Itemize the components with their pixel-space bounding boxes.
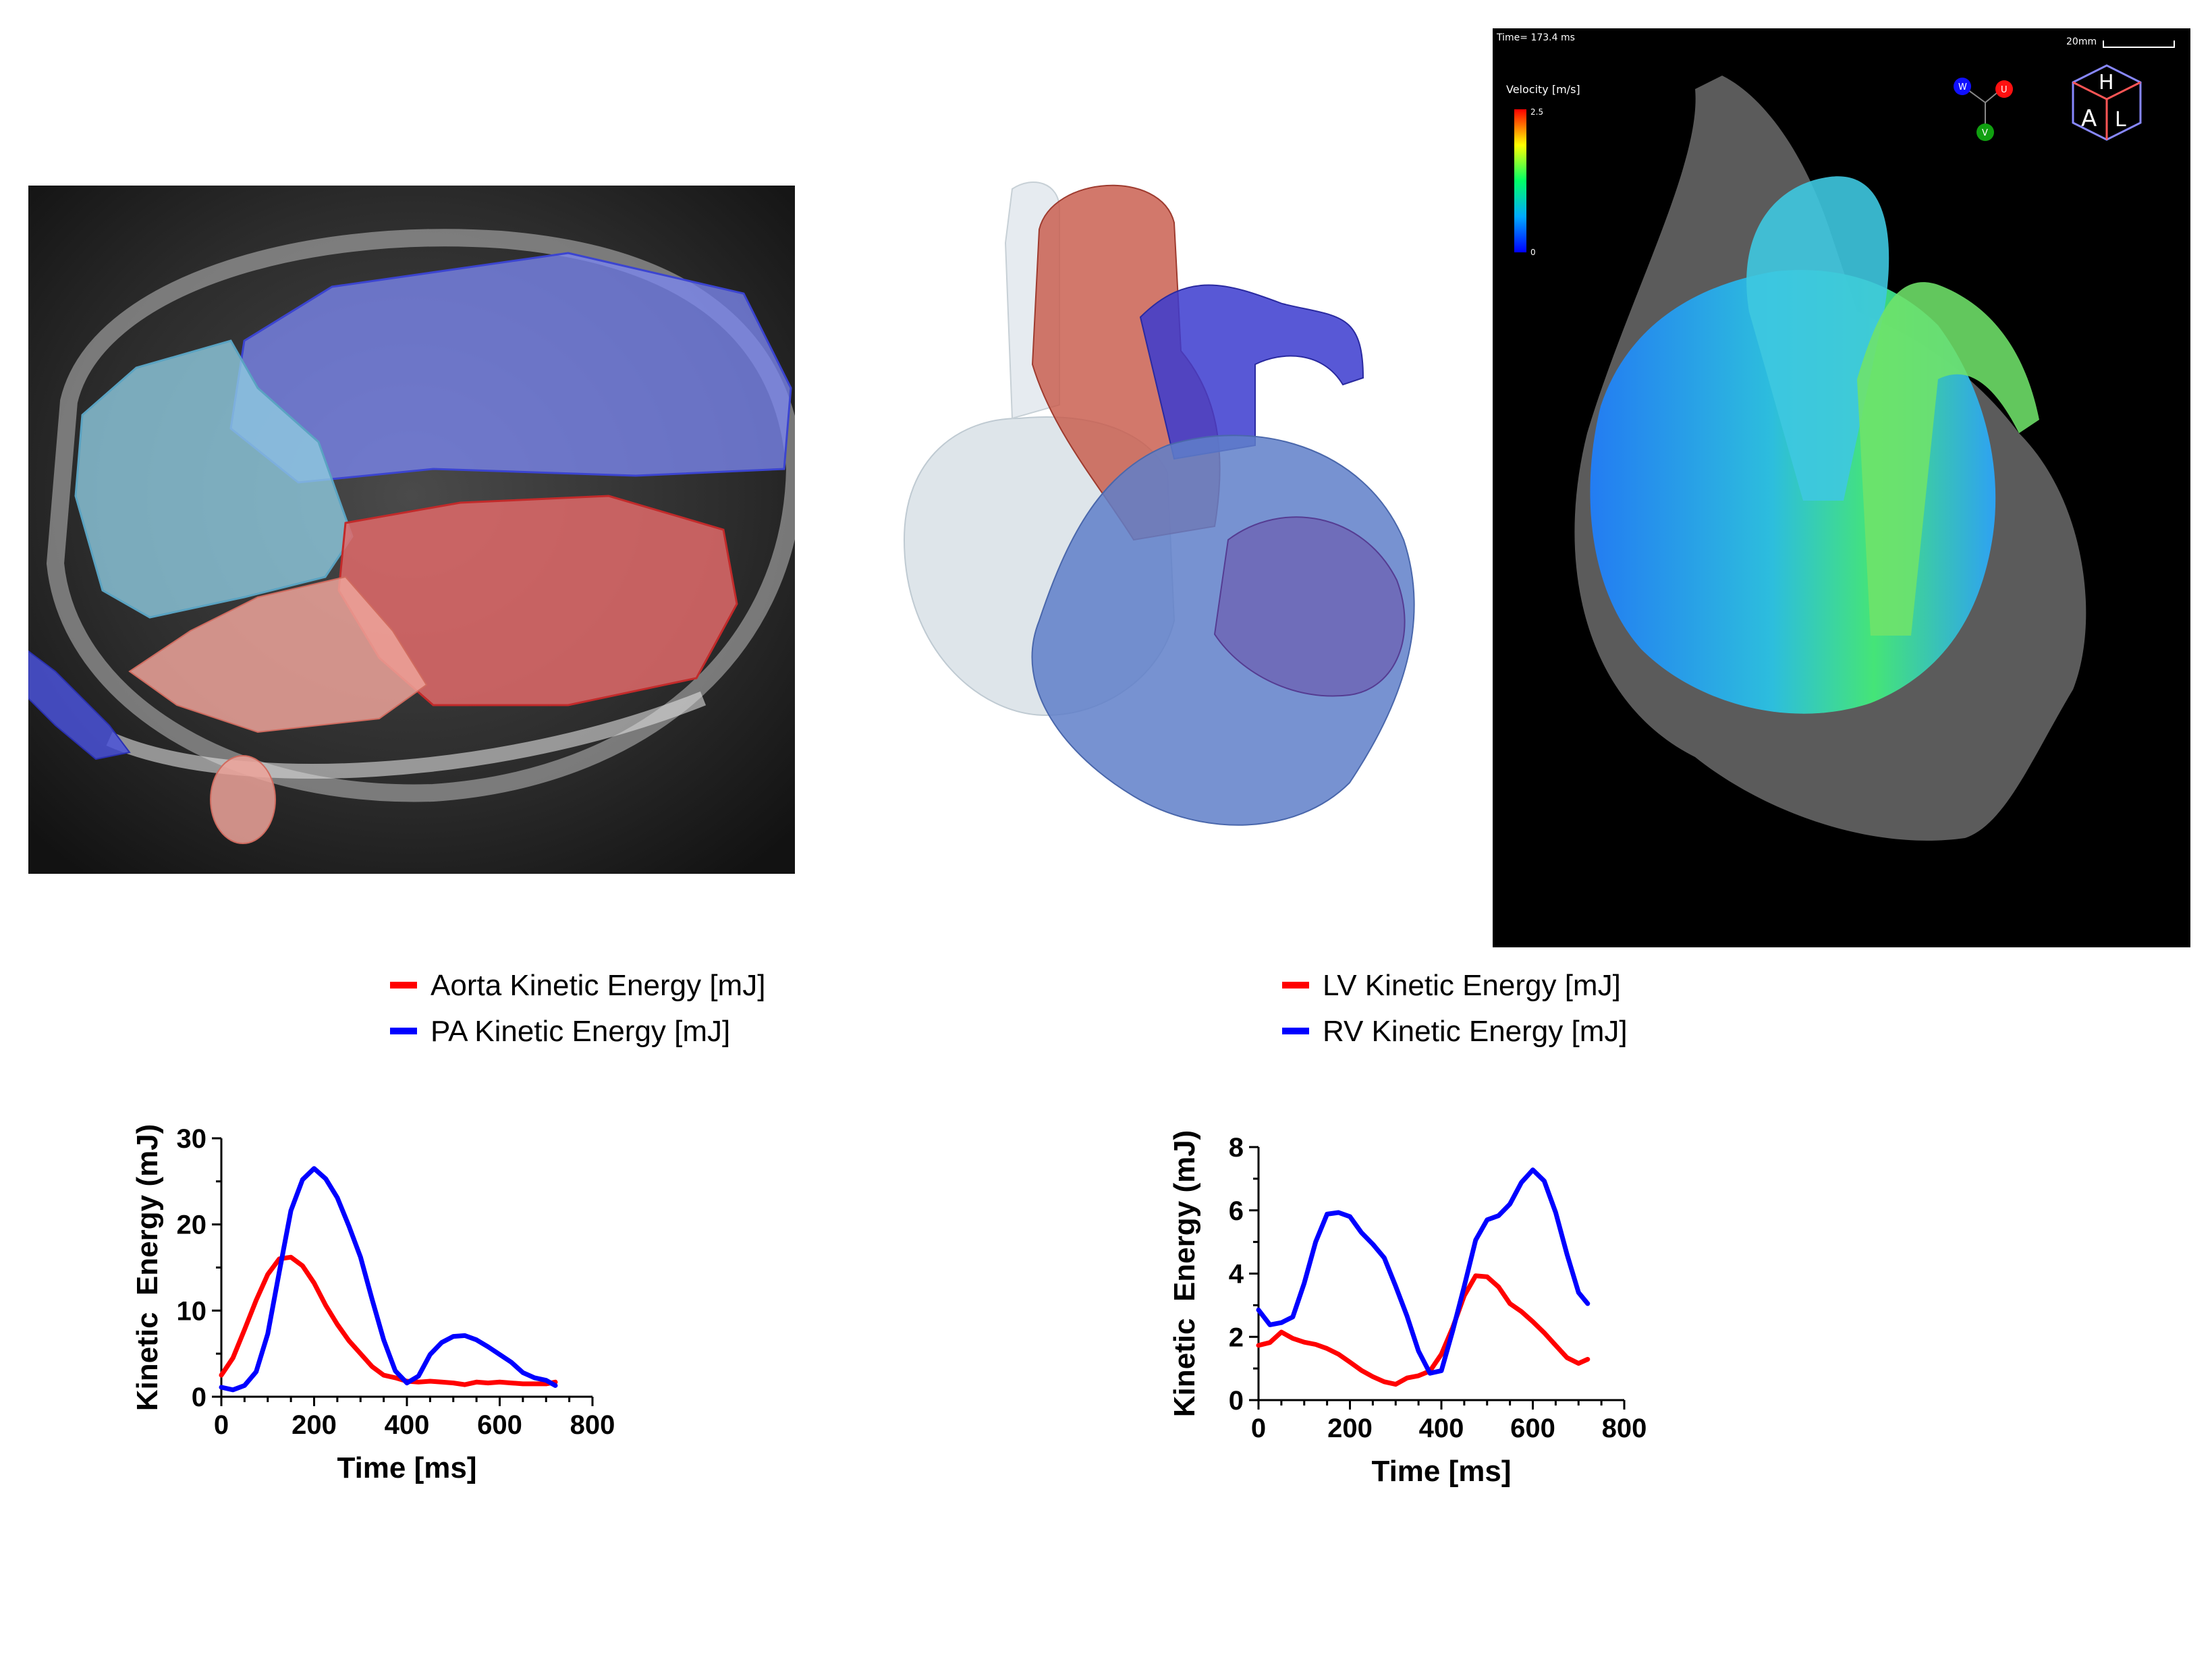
legend-label: Aorta Kinetic Energy [mJ] <box>431 969 765 1002</box>
heart-3d-model-drawing <box>903 182 1415 826</box>
cube-l-label: L <box>2115 108 2126 132</box>
y-tick-label: 30 <box>177 1124 207 1154</box>
chart-left-svg: 0 200 400 600 800 0 10 20 30 Aorta Kinetic Energ… <box>131 969 765 1484</box>
axis-v-label: V <box>1982 128 1988 138</box>
x-tick-label: 800 <box>1602 1414 1647 1443</box>
velocity-colorbar <box>1514 109 1526 252</box>
pink-vessel-region <box>210 755 276 844</box>
colorbar-title: Velocity [m/s] <box>1506 83 1580 96</box>
x-tick-label: 0 <box>214 1410 229 1440</box>
mri-segmentation-image <box>28 186 795 874</box>
orientation-axes-widget: W U V <box>1954 78 2013 141</box>
y-tick-label: 20 <box>177 1210 207 1240</box>
time-readout: Time= 173.4 ms <box>1496 32 1575 43</box>
x-tick-label: 400 <box>385 1410 430 1440</box>
legend-label: RV Kinetic Energy [mJ] <box>1323 1015 1628 1048</box>
series-line-1 <box>1256 1273 1591 1387</box>
y-tick-label: 2 <box>1229 1323 1244 1352</box>
series-line-2 <box>1256 1167 1591 1376</box>
y-tick-label: 8 <box>1229 1133 1244 1163</box>
x-axis-label: Time [ms] <box>1371 1455 1511 1488</box>
x-tick-label: 0 <box>1251 1414 1266 1443</box>
flow-streamline-drawing: Time= 173.4 ms 20mm Velocity [m/s] 2.5 0… <box>1493 28 2190 947</box>
chart-right-svg: 0 200 400 600 800 0 2 4 6 8 LV Kinetic Energy [mJ… <box>1168 969 1647 1488</box>
series-line-1 <box>219 1254 558 1387</box>
lv-rv-kinetic-energy-chart: 0 200 400 600 800 0 2 4 6 8 LV Kinetic Energy [mJ… <box>1134 958 2078 1640</box>
x-tick-label: 400 <box>1419 1414 1464 1443</box>
pulmonary-streamlines <box>1857 282 2039 636</box>
flow-streamline-image: Time= 173.4 ms 20mm Velocity [m/s] 2.5 0… <box>1493 28 2190 947</box>
x-tick-label: 600 <box>477 1410 522 1440</box>
colorbar-min-label: 0 <box>1530 248 1536 257</box>
aortic-arch-streamlines <box>1746 176 1889 501</box>
left-ventricle-shape <box>1213 516 1406 697</box>
y-tick-label: 0 <box>192 1383 206 1412</box>
y-tick-label: 10 <box>177 1296 207 1326</box>
y-axis-label: Kinetic Energy (mJ) <box>131 1124 164 1411</box>
colorbar-max-label: 2.5 <box>1530 107 1543 117</box>
cube-h-label: H <box>2099 71 2114 94</box>
x-tick-label: 600 <box>1510 1414 1555 1443</box>
y-tick-label: 6 <box>1229 1196 1244 1226</box>
heart-3d-model-image <box>877 162 1471 864</box>
x-tick-label: 800 <box>570 1410 615 1440</box>
light-blue-overlay-region <box>74 339 354 619</box>
orientation-cube-widget: H A L <box>2072 64 2142 141</box>
y-tick-label: 4 <box>1229 1260 1244 1289</box>
x-tick-label: 200 <box>1327 1414 1373 1443</box>
x-tick-label: 200 <box>292 1410 337 1440</box>
y-axis-label: Kinetic Energy (mJ) <box>1168 1130 1201 1417</box>
pulmonary-artery-shape <box>1139 284 1364 460</box>
mri-segmentation-drawing <box>28 186 795 874</box>
legend-label: LV Kinetic Energy [mJ] <box>1323 969 1621 1002</box>
y-tick-label: 0 <box>1229 1386 1244 1416</box>
pink-overlay-region <box>128 576 428 733</box>
axis-w-label: W <box>1958 82 1967 92</box>
legend-label: PA Kinetic Energy [mJ] <box>431 1015 730 1048</box>
x-axis-label: Time [ms] <box>337 1451 476 1484</box>
aorta-pa-kinetic-energy-chart: 0 200 400 600 800 0 10 20 30 Aorta Kinetic Energ… <box>121 958 1066 1640</box>
series-line-2 <box>219 1166 558 1393</box>
axis-u-label: U <box>2001 85 2008 95</box>
dark-blue-overlay-region <box>28 650 131 760</box>
cube-a-label: A <box>2081 105 2097 132</box>
scale-bar <box>2103 40 2175 48</box>
scale-bar-label: 20mm <box>2066 36 2097 47</box>
